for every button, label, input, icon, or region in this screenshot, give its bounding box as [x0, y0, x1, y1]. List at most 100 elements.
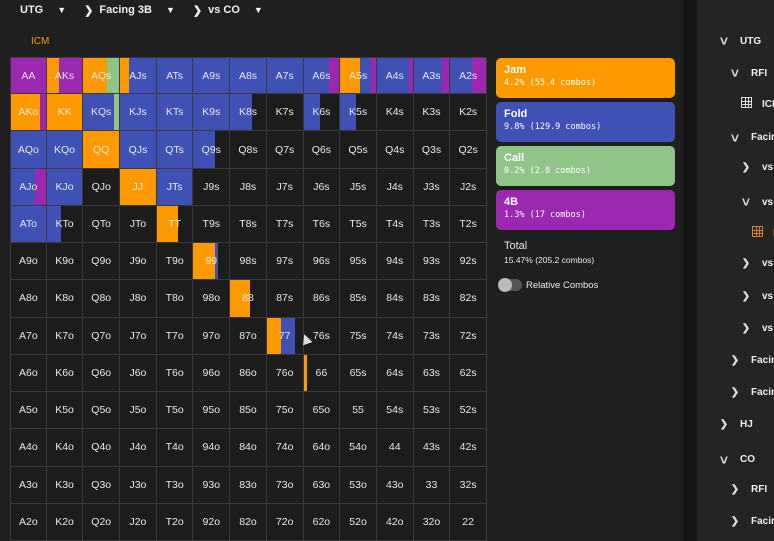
hand-cell[interactable]: TT [156, 205, 194, 244]
hand-cell[interactable]: 76s [303, 317, 341, 355]
hand-cell[interactable]: ATs [156, 57, 194, 95]
hand-cell[interactable]: T8o [156, 280, 194, 318]
hand-cell[interactable]: 65o [303, 392, 341, 430]
hand-cell[interactable]: JTo [120, 205, 157, 244]
hand-cell[interactable]: 53s [413, 392, 451, 430]
hand-cell[interactable]: J2o [120, 503, 157, 541]
hand-cell[interactable]: KJo [46, 168, 84, 206]
hand-cell[interactable]: K7s [266, 94, 304, 132]
hand-cell[interactable]: 63o [303, 466, 341, 504]
hand-cell[interactable]: AKo [10, 94, 47, 132]
hand-cell[interactable]: Q4s [376, 131, 414, 169]
hand-cell[interactable]: 43s [413, 429, 451, 467]
hand-cell[interactable]: 92s [450, 243, 487, 281]
hand-cell[interactable]: A7s [266, 57, 304, 95]
hand-cell[interactable]: 73o [266, 466, 304, 504]
hand-cell[interactable]: A2s [450, 57, 487, 95]
hand-cell[interactable]: K2s [450, 94, 487, 132]
hand-cell[interactable]: 86s [303, 280, 341, 318]
hand-cell[interactable]: KQo [46, 131, 84, 169]
hand-cell[interactable]: 75o [266, 392, 304, 430]
hand-cell[interactable]: AJs [120, 57, 157, 95]
hand-cell[interactable]: A5s [340, 57, 377, 95]
hand-cell[interactable]: J2s [450, 168, 487, 206]
tree-node[interactable]: ICM [750, 226, 774, 240]
hand-cell[interactable]: Q3o [83, 466, 121, 504]
hand-cell[interactable]: 94o [193, 429, 231, 467]
hand-cell[interactable]: A3s [413, 57, 451, 95]
hand-cell[interactable]: Q4o [83, 429, 121, 467]
hand-cell[interactable]: 33 [413, 466, 451, 504]
hand-cell[interactable]: 42o [376, 503, 414, 541]
hand-cell[interactable]: K9o [46, 243, 84, 281]
hand-cell[interactable]: 62o [303, 503, 341, 541]
hand-cell[interactable]: T9o [156, 243, 194, 281]
hand-cell[interactable]: K8s [230, 94, 267, 132]
hand-cell[interactable]: 65s [340, 354, 377, 393]
hand-cell[interactable]: A9s [193, 57, 231, 95]
hand-cell[interactable]: T9s [193, 205, 231, 244]
hand-cell[interactable]: Q5o [83, 392, 121, 430]
hand-cell[interactable]: Q7s [266, 131, 304, 169]
hand-cell[interactable]: Q8s [230, 131, 267, 169]
hand-cell[interactable]: K8o [46, 280, 84, 318]
hand-cell[interactable]: Q2s [450, 131, 487, 169]
hand-cell[interactable]: Q6o [83, 354, 121, 393]
hand-cell[interactable]: K4s [376, 94, 414, 132]
hand-cell[interactable]: A5o [10, 392, 47, 430]
hand-cell[interactable]: 95o [193, 392, 231, 430]
hand-cell[interactable]: 88 [230, 280, 267, 318]
hand-cell[interactable]: 96o [193, 354, 231, 393]
legend-jam[interactable]: Jam 4.2% (55.4 combos) [496, 58, 675, 98]
hand-cell[interactable]: T3s [413, 205, 451, 244]
hand-cell[interactable]: J8o [120, 280, 157, 318]
hand-cell[interactable]: QJs [120, 131, 157, 169]
hand-cell[interactable]: J3o [120, 466, 157, 504]
legend-fourbet[interactable]: 4B 1.3% (17 combos) [496, 190, 675, 230]
hand-cell[interactable]: 55 [340, 392, 377, 430]
hand-cell[interactable]: 63s [413, 354, 451, 393]
hand-cell[interactable]: T7s [266, 205, 304, 244]
hand-cell[interactable]: J4s [376, 168, 414, 206]
hand-cell[interactable]: 98o [193, 280, 231, 318]
hand-cell[interactable]: K3s [413, 94, 451, 132]
hand-cell[interactable]: J7o [120, 317, 157, 355]
hand-cell[interactable]: 72o [266, 503, 304, 541]
hand-cell[interactable]: 92o [193, 503, 231, 541]
hand-cell[interactable]: 82s [450, 280, 487, 318]
hand-cell[interactable]: AA [10, 57, 47, 95]
hand-cell[interactable]: Q8o [83, 280, 121, 318]
tree-node[interactable]: ❯ Facing 3B [728, 516, 774, 527]
hand-cell[interactable]: A6o [10, 354, 47, 393]
hand-cell[interactable]: J3s [413, 168, 451, 206]
hand-cell[interactable]: 62s [450, 354, 487, 393]
hand-cell[interactable]: T6o [156, 354, 194, 393]
hand-cell[interactable]: Q3s [413, 131, 451, 169]
hand-cell[interactable]: 76o [266, 354, 304, 393]
hand-cell[interactable]: Q6s [303, 131, 341, 169]
hand-cell[interactable]: J9o [120, 243, 157, 281]
hand-cell[interactable]: T7o [156, 317, 194, 355]
hand-cell[interactable]: A8s [230, 57, 267, 95]
hand-cell[interactable]: T4s [376, 205, 414, 244]
breadcrumb-item[interactable]: UTG ▼ [20, 4, 66, 16]
tree-node[interactable]: ˅ UTG [717, 33, 761, 49]
tree-node[interactable]: ❯ HJ [717, 419, 753, 430]
tree-node[interactable]: ❯ Facing 5B [728, 387, 774, 398]
hand-cell[interactable]: 97s [266, 243, 304, 281]
hand-cell[interactable]: K6o [46, 354, 84, 393]
breadcrumb-item[interactable]: ❯ Facing 3B ▼ [84, 4, 175, 17]
relative-combos-toggle[interactable] [498, 278, 522, 292]
hand-cell[interactable]: 32s [450, 466, 487, 504]
hand-cell[interactable]: 97o [193, 317, 231, 355]
hand-cell[interactable]: 64o [303, 429, 341, 467]
hand-cell[interactable]: 44 [376, 429, 414, 467]
tree-node[interactable]: ˅ vs CO [739, 194, 774, 210]
hand-cell[interactable]: J8s [230, 168, 267, 206]
hand-cell[interactable]: 93s [413, 243, 451, 281]
hand-cell[interactable]: KJs [120, 94, 157, 132]
tree-node[interactable]: ❯ RFI [728, 484, 767, 495]
hand-cell[interactable]: 74o [266, 429, 304, 467]
hand-cell[interactable]: 86o [230, 354, 267, 393]
hand-cell[interactable]: K5s [340, 94, 377, 132]
